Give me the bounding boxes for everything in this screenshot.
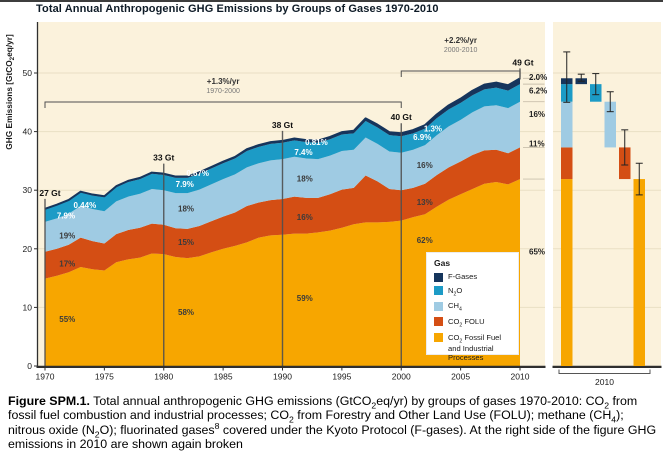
legend-header: Gas [434, 258, 451, 268]
breakdown-2010-label: 16% [529, 110, 545, 119]
x-tick-label-1970: 1970 [36, 372, 55, 382]
share-label-2000-n2o: 6.9% [413, 133, 431, 142]
total-label-1980: 33 Gt [153, 153, 174, 163]
x-tick-label-2000: 2000 [392, 372, 411, 382]
x-tick-label-1975: 1975 [95, 372, 114, 382]
legend-swatch-co2-folu [434, 317, 443, 327]
figure-caption: Figure SPM.1. Total annual anthropogenic… [8, 394, 657, 452]
legend-label-co2-fossil: CO2 Fossil Fuel and Industrial Processes [448, 332, 502, 363]
total-label-1970: 27 Gt [39, 188, 60, 198]
breakdown-2010-label: 11% [529, 139, 545, 148]
legend-items: F-Gases N2O CH4 CO2 FOLU CO2 Fossil Fuel and… [434, 272, 512, 363]
chart-title: Total Annual Anthropogenic GHG Emissions… [36, 3, 439, 15]
legend-label-ch4: CH4 [448, 301, 462, 313]
legend-item-ch4: CH4 [434, 301, 512, 313]
legend-item-co2-folu: CO2 FOLU [434, 317, 512, 329]
legend-label-n2o: N2O [448, 285, 463, 298]
share-label-2000-co2-folu: 13% [417, 198, 433, 207]
y-axis-title: GHG Emissions [GtCO2eq/yr] [4, 34, 16, 150]
share-label-1980-co2-fossil: 58% [178, 308, 194, 317]
x-tick-label-1985: 1985 [214, 372, 233, 382]
breakdown-2010-label: 6.2% [529, 87, 547, 96]
share-label-1970-co2-fossil: 55% [59, 315, 75, 324]
growth-rate-2000-2010: +2.2%/yr [444, 36, 477, 45]
total-label-2000: 40 Gt [391, 112, 412, 122]
total-label-2010: 49 Gt [512, 57, 533, 67]
legend-label-co2-folu: CO2 FOLU [448, 316, 485, 329]
legend-swatch-co2-fossil [434, 333, 443, 343]
share-label-1980-ch4: 18% [178, 204, 194, 213]
x-tick-label-2010: 2010 [511, 372, 530, 382]
bar-total-seg-co2-folu [561, 147, 573, 180]
y-tick-label-50: 50 [23, 68, 33, 78]
breakdown-2010-label: 65% [529, 248, 545, 257]
legend-swatch-f-gases [434, 272, 443, 282]
breakdown-2010-label: 2.0% [529, 73, 547, 82]
share-label-1990-ch4: 18% [297, 174, 313, 183]
legend-item-f-gases: F-Gases [434, 272, 512, 282]
share-label-1980-co2-folu: 15% [178, 238, 194, 247]
y-tick-label-0: 0 [27, 361, 32, 371]
right-panel-bracket [558, 369, 651, 374]
bar-co2-fossil [633, 179, 645, 366]
share-label-1970-ch4: 19% [59, 231, 75, 240]
y-tick-label-40: 40 [23, 127, 33, 137]
share-label-2000-ch4: 16% [417, 161, 433, 170]
bar-total-seg-ch4 [561, 101, 573, 148]
bar-ch4 [604, 101, 616, 148]
x-tick-label-2005: 2005 [451, 372, 470, 382]
share-label-1990-f-gases: 0.81% [305, 138, 328, 147]
share-label-1980-n2o: 7.9% [176, 180, 194, 189]
y-tick-label-20: 20 [23, 244, 33, 254]
share-label-1990-co2-folu: 16% [297, 213, 313, 222]
share-label-2000-co2-fossil: 62% [417, 236, 433, 245]
y-tick-label-30: 30 [23, 185, 33, 195]
share-label-2000-f-gases: 1.3% [424, 125, 442, 134]
right-panel-x-label: 2010 [595, 377, 614, 387]
total-label-1990: 38 Gt [272, 120, 293, 130]
growth-bracket-2000-2010 [400, 70, 521, 77]
growth-period-2000-2010: 2000-2010 [444, 47, 478, 54]
legend-item-n2o: N2O [434, 286, 512, 298]
legend-item-co2-fossil: CO2 Fossil Fuel and Industrial Processes [434, 333, 512, 363]
x-tick-label-1990: 1990 [273, 372, 292, 382]
bar-total-seg-co2-fossil [561, 179, 573, 366]
x-tick-label-1980: 1980 [154, 372, 173, 382]
share-label-1970-n2o: 7.9% [57, 211, 75, 220]
legend-swatch-ch4 [434, 301, 443, 311]
share-label-1970-co2-folu: 17% [59, 259, 75, 268]
top-divider-rule [0, 0, 663, 2]
legend-label-f-gases: F-Gases [448, 272, 478, 281]
chart-legend: Gas F-Gases N2O CH4 CO2 FOLU CO2 Fossil Fuel… [426, 252, 519, 362]
share-label-1990-n2o: 7.4% [294, 148, 312, 157]
growth-period-1970-2000: 1970-2000 [206, 88, 240, 95]
growth-bracket-1970-2000 [44, 101, 402, 108]
growth-rate-1970-2000: +1.3%/yr [207, 77, 240, 86]
x-tick-label-1995: 1995 [332, 372, 351, 382]
legend-swatch-n2o [434, 286, 443, 295]
share-label-1980-f-gases: 0.67% [186, 169, 209, 178]
share-label-1990-co2-fossil: 59% [297, 294, 313, 303]
share-label-1970-f-gases: 0.44% [74, 201, 97, 210]
y-tick-label-10: 10 [23, 302, 33, 312]
